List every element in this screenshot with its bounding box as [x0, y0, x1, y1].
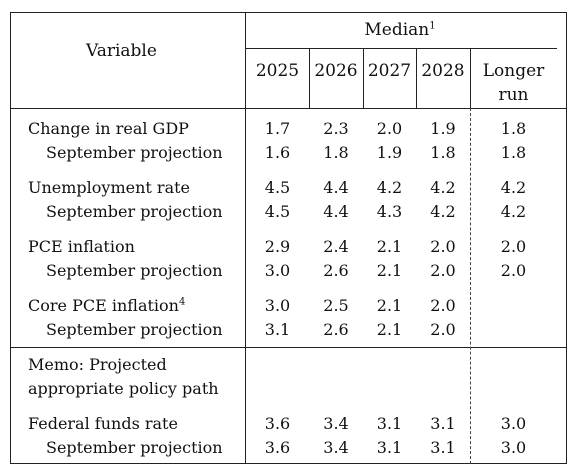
median-footnote-marker: 1 — [429, 20, 436, 32]
value-pce-2025: 2.9 — [264, 237, 291, 256]
row-label-pce-september: September projection — [46, 261, 223, 280]
value-core-pce-2025: 3.0 — [264, 296, 291, 315]
value-pce-september-2025: 3.0 — [264, 261, 291, 280]
year-divider-2 — [363, 48, 364, 108]
value-core-pce-september-2028: 2.0 — [430, 320, 456, 339]
year-2028-header: 2028 — [421, 61, 465, 81]
value-pce-2028: 2.0 — [430, 237, 456, 256]
row-label-real-gdp-september: September projection — [46, 143, 223, 162]
longer-run-header-line2: run — [498, 85, 529, 105]
core-pce-label-text: Core PCE inflation — [28, 296, 179, 315]
median-header: Median1 — [250, 20, 550, 40]
value-core-pce-september-2027: 2.1 — [376, 320, 403, 339]
value-core-pce-2028: 2.0 — [430, 296, 456, 315]
value-pce-2027: 2.1 — [376, 237, 403, 256]
year-2027-header: 2027 — [367, 61, 412, 81]
year-divider-1 — [309, 48, 310, 108]
value-pce-september-2026: 2.6 — [323, 261, 349, 280]
value-pce-longer-run: 2.0 — [500, 237, 527, 256]
value-unemployment-september-2026: 4.4 — [323, 202, 349, 221]
value-unemployment-longer-run: 4.2 — [500, 178, 527, 197]
row-label-core-pce-september: September projection — [46, 320, 223, 339]
value-unemployment-september-2025: 4.5 — [264, 202, 291, 221]
value-fed-funds-september-2027: 3.1 — [376, 438, 403, 457]
row-label-federal-funds-rate: Federal funds rate — [28, 414, 178, 433]
row-label-unemployment-september: September projection — [46, 202, 223, 221]
value-fed-funds-2028: 3.1 — [430, 414, 456, 433]
row-label-unemployment-rate: Unemployment rate — [28, 178, 191, 197]
value-pce-2026: 2.4 — [323, 237, 349, 256]
value-real-gdp-longer-run: 1.8 — [500, 119, 527, 138]
value-real-gdp-2028: 1.9 — [430, 119, 456, 138]
value-pce-september-2028: 2.0 — [430, 261, 456, 280]
value-fed-funds-2027: 3.1 — [376, 414, 403, 433]
value-pce-september-2027: 2.1 — [376, 261, 403, 280]
value-core-pce-september-2026: 2.6 — [323, 320, 349, 339]
year-2025-header: 2025 — [255, 61, 300, 81]
memo-line-2: appropriate policy path — [28, 379, 219, 398]
value-core-pce-september-2025: 3.1 — [264, 320, 291, 339]
value-pce-september-longer-run: 2.0 — [500, 261, 527, 280]
value-fed-funds-2026: 3.4 — [323, 414, 349, 433]
variable-column-divider — [245, 12, 246, 464]
longer-run-header-line1: Longer — [482, 61, 545, 81]
longer-run-dashed-divider — [470, 108, 471, 464]
projections-table — [10, 12, 567, 464]
value-fed-funds-september-2028: 3.1 — [430, 438, 456, 457]
value-unemployment-2026: 4.4 — [323, 178, 349, 197]
header-divider — [245, 48, 557, 49]
median-label: Median — [364, 20, 430, 40]
memo-divider — [10, 347, 567, 348]
row-label-federal-funds-september: September projection — [46, 438, 223, 457]
row-label-real-gdp: Change in real GDP — [28, 119, 189, 138]
value-unemployment-september-2028: 4.2 — [430, 202, 456, 221]
variable-header: Variable — [86, 41, 157, 61]
value-real-gdp-september-longer-run: 1.8 — [500, 143, 527, 162]
value-fed-funds-september-2025: 3.6 — [264, 438, 291, 457]
value-fed-funds-september-2026: 3.4 — [323, 438, 349, 457]
value-unemployment-2028: 4.2 — [430, 178, 456, 197]
value-real-gdp-september-2027: 1.9 — [376, 143, 403, 162]
core-pce-footnote-marker: 4 — [178, 296, 186, 308]
year-2026-header: 2026 — [314, 61, 358, 81]
value-real-gdp-september-2028: 1.8 — [430, 143, 456, 162]
value-unemployment-september-2027: 4.3 — [376, 202, 403, 221]
value-real-gdp-september-2025: 1.6 — [264, 143, 291, 162]
value-fed-funds-2025: 3.6 — [264, 414, 291, 433]
year-divider-3 — [416, 48, 417, 108]
value-fed-funds-longer-run: 3.0 — [500, 414, 527, 433]
memo-line-1: Memo: Projected — [28, 355, 167, 374]
row-label-core-pce: Core PCE inflation4 — [28, 296, 185, 316]
header-body-divider — [10, 108, 567, 109]
row-label-pce-inflation: PCE inflation — [28, 237, 135, 256]
value-core-pce-2026: 2.5 — [323, 296, 349, 315]
value-fed-funds-september-longer-run: 3.0 — [500, 438, 527, 457]
value-real-gdp-2026: 2.3 — [323, 119, 349, 138]
value-real-gdp-2027: 2.0 — [376, 119, 403, 138]
year-divider-4 — [470, 48, 471, 108]
value-unemployment-september-longer-run: 4.2 — [500, 202, 527, 221]
value-real-gdp-september-2026: 1.8 — [323, 143, 349, 162]
value-core-pce-2027: 2.1 — [376, 296, 403, 315]
value-unemployment-2025: 4.5 — [264, 178, 291, 197]
value-unemployment-2027: 4.2 — [376, 178, 403, 197]
value-real-gdp-2025: 1.7 — [264, 119, 291, 138]
